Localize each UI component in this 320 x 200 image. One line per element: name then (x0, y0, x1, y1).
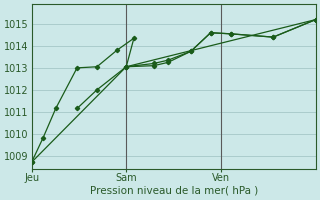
X-axis label: Pression niveau de la mer( hPa ): Pression niveau de la mer( hPa ) (90, 186, 258, 196)
